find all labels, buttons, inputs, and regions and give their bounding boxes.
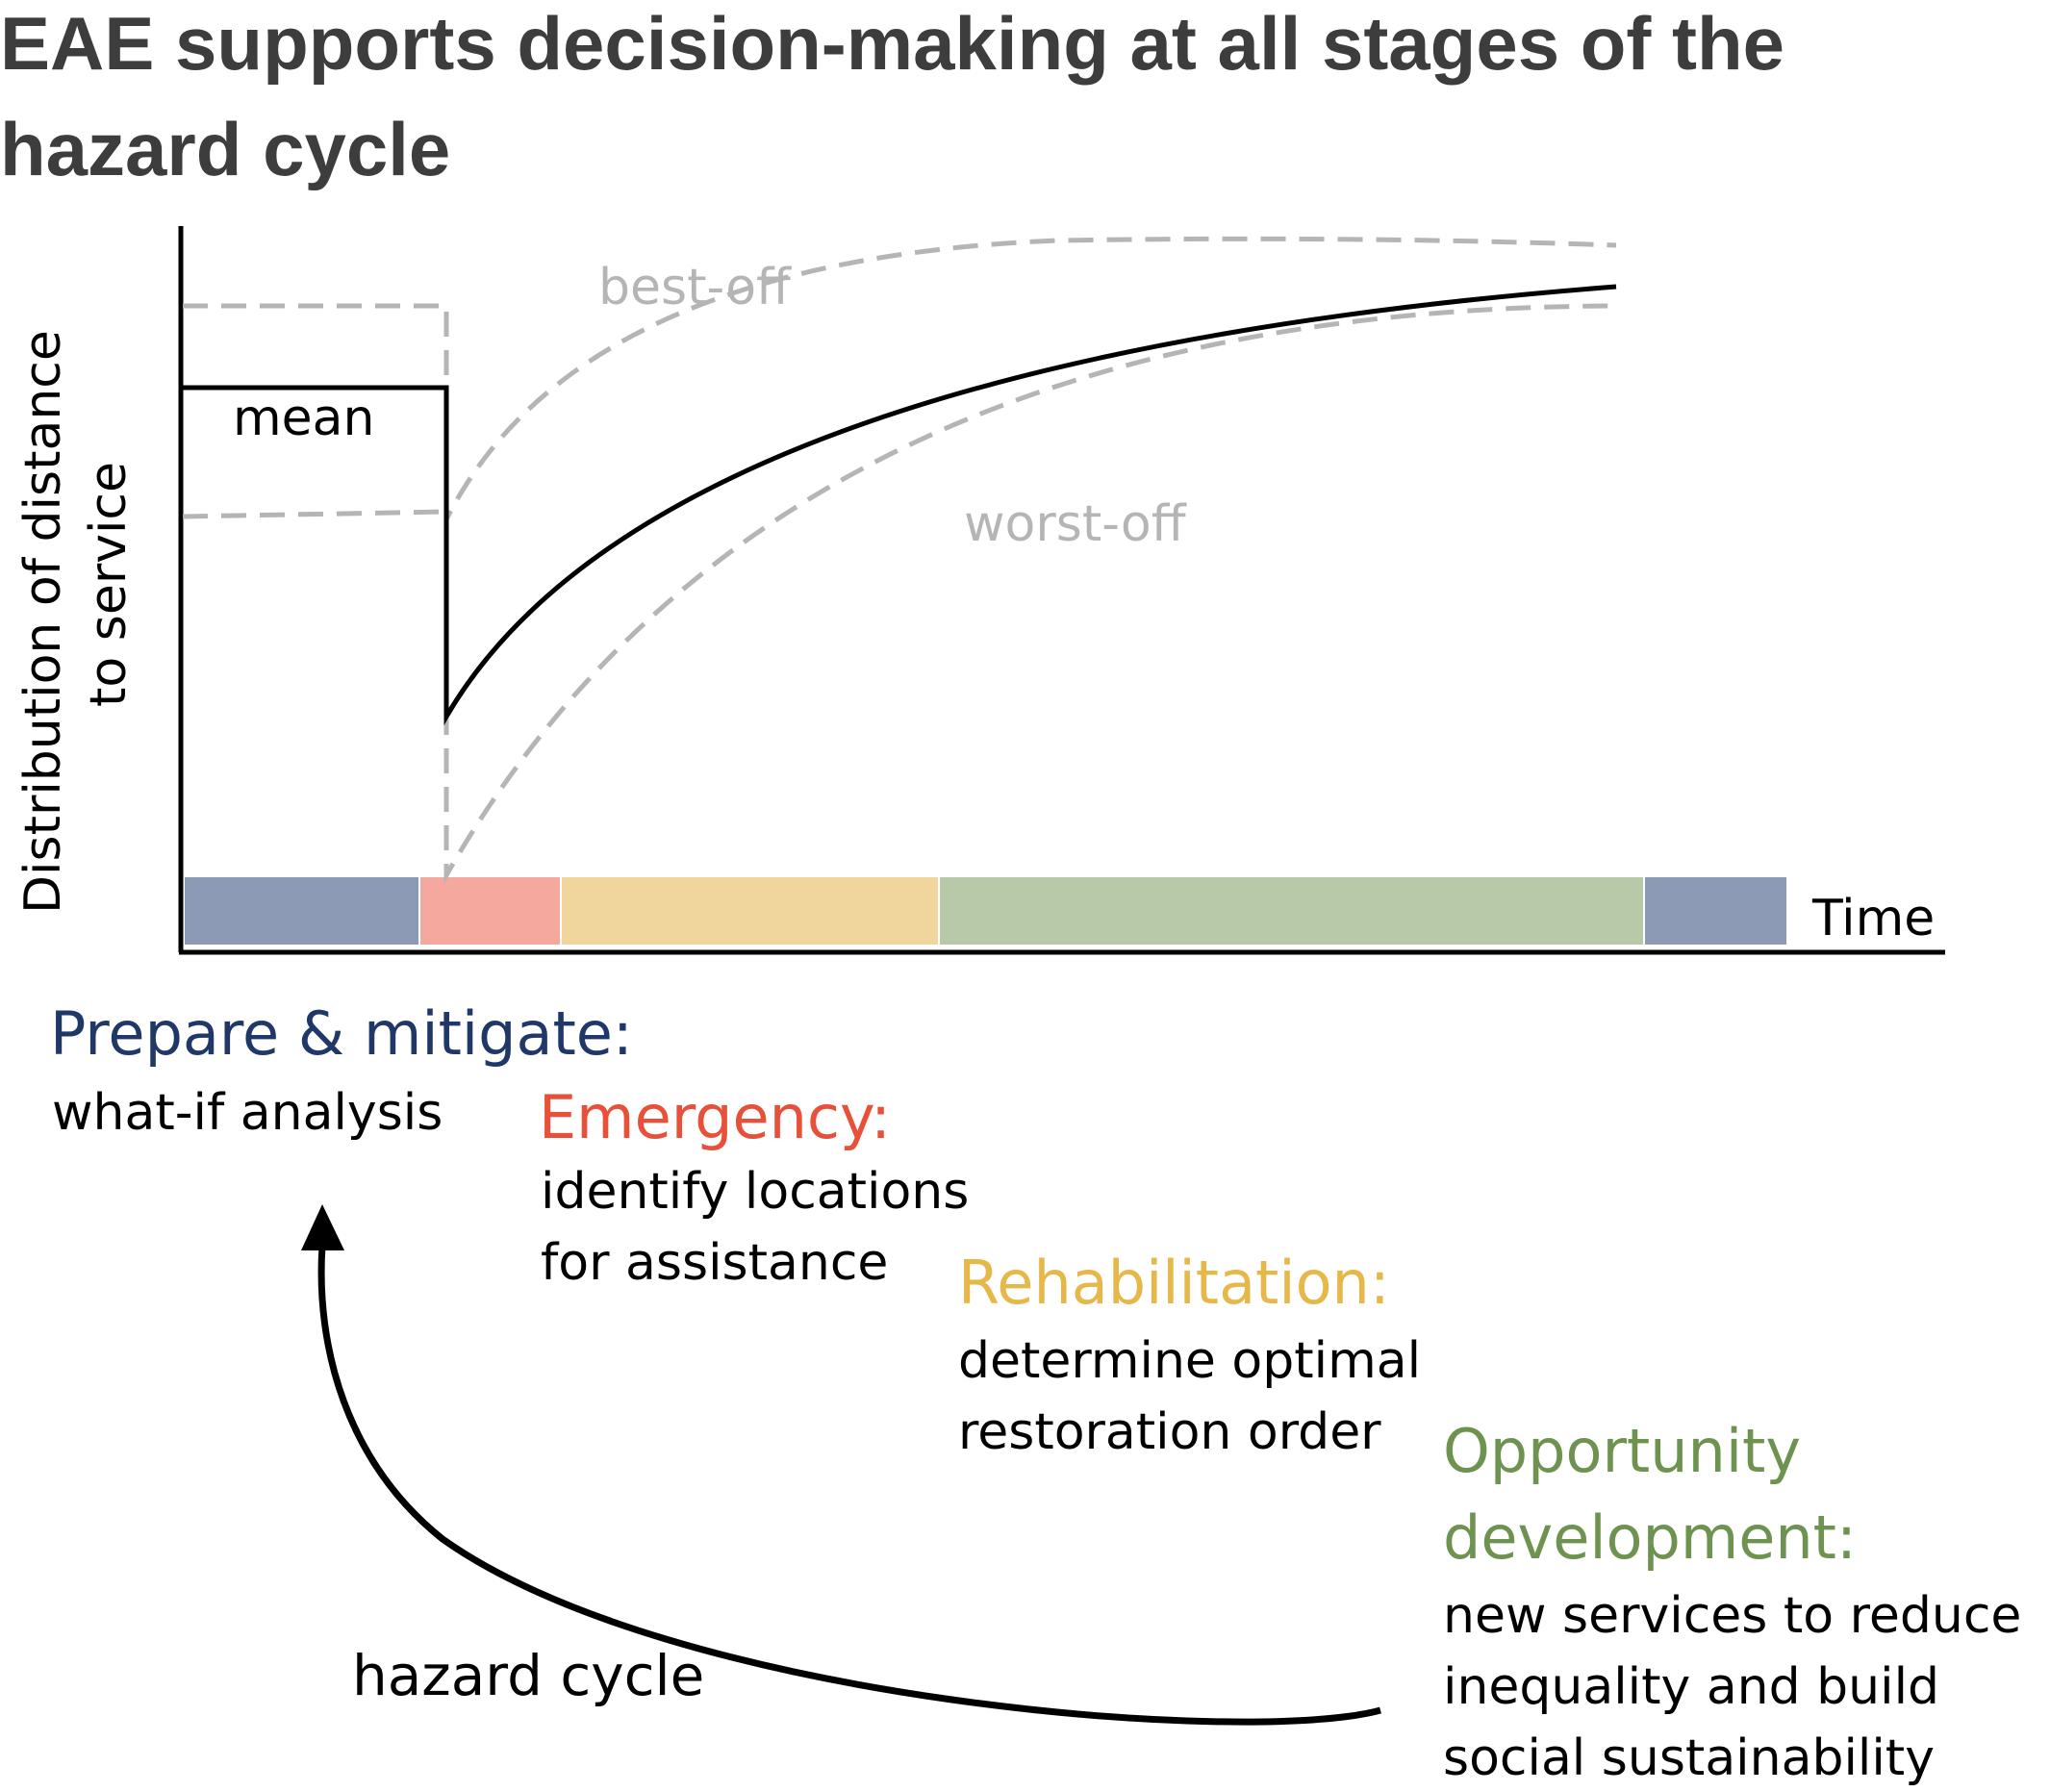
hazard-cycle-arrow <box>317 1245 1381 1726</box>
opportunity-heading-line-2: development: <box>1443 1502 1857 1573</box>
opportunity-line-2: inequality and build <box>1443 1658 1939 1716</box>
rehabilitation-heading: Rehabilitation: <box>958 1248 1390 1318</box>
stage-bar-prepare-next <box>1644 877 1786 945</box>
rehabilitation-line-2: restoration order <box>958 1403 1381 1461</box>
emergency-heading: Emergency: <box>539 1082 891 1152</box>
prepare-heading: Prepare & mitigate: <box>50 998 633 1069</box>
stage-bar-emergency <box>419 877 561 945</box>
worst-off-label: worst-off <box>964 495 1187 553</box>
mean-curve <box>183 284 1617 726</box>
opportunity-line-3: social sustainability <box>1443 1729 1935 1787</box>
arrowhead-icon <box>301 1204 344 1250</box>
x-axis-label: Time <box>1811 890 1935 947</box>
stage-bar-rehabilitation <box>561 877 939 945</box>
stage-bar-prepare <box>185 877 419 945</box>
opportunity-heading-line-1: Opportunity <box>1443 1416 1801 1486</box>
best-off-label: best-off <box>598 259 792 316</box>
best-off-curve <box>183 236 1617 521</box>
emergency-line-2: for assistance <box>541 1234 888 1292</box>
prepare-line-1: what-if analysis <box>52 1084 443 1142</box>
rehabilitation-line-1: determine optimal <box>958 1332 1421 1390</box>
emergency-line-1: identify locations <box>541 1163 969 1221</box>
y-axis-label-line-2: to service <box>80 462 138 707</box>
title-line-1: EAE supports decision-making at all stag… <box>0 1 1784 86</box>
hazard-cycle-label: hazard cycle <box>352 1643 704 1708</box>
title-line-2: hazard cycle <box>0 107 450 191</box>
worst-off-curve <box>182 303 1617 885</box>
stage-bar-opportunity <box>939 877 1644 945</box>
opportunity-line-1: new services to reduce <box>1443 1587 2021 1645</box>
mean-label: mean <box>233 390 374 447</box>
y-axis-label-line-1: Distribution of distance <box>14 330 72 914</box>
